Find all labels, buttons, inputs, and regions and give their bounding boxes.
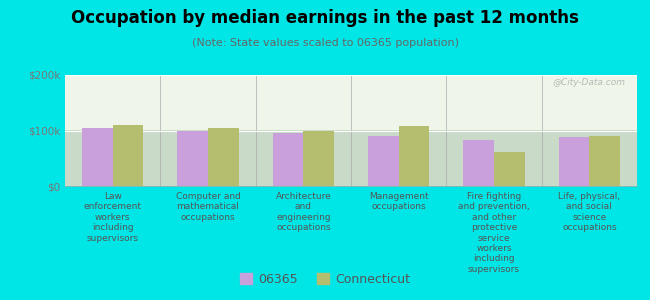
Text: Occupation by median earnings in the past 12 months: Occupation by median earnings in the pas…: [71, 9, 579, 27]
Bar: [494, 152, 525, 186]
Bar: [590, 136, 620, 186]
Bar: [112, 125, 143, 186]
Bar: [559, 137, 590, 186]
Bar: [463, 140, 494, 186]
Text: Computer and
mathematical
occupations: Computer and mathematical occupations: [176, 192, 240, 222]
Bar: [304, 130, 334, 186]
Text: Architecture
and
engineering
occupations: Architecture and engineering occupations: [276, 192, 332, 232]
Bar: [368, 136, 398, 186]
Legend: 06365, Connecticut: 06365, Connecticut: [235, 268, 415, 291]
Bar: [208, 128, 239, 186]
Text: Life, physical,
and social
science
occupations: Life, physical, and social science occup…: [558, 192, 620, 232]
Bar: [82, 128, 112, 186]
Bar: [177, 130, 208, 186]
Bar: [273, 133, 304, 186]
Text: @City-Data.com: @City-Data.com: [552, 78, 625, 87]
Text: Management
occupations: Management occupations: [369, 192, 428, 212]
Text: Fire fighting
and prevention,
and other
protective
service
workers
including
sup: Fire fighting and prevention, and other …: [458, 192, 530, 274]
Bar: [398, 126, 429, 186]
Text: (Note: State values scaled to 06365 population): (Note: State values scaled to 06365 popu…: [192, 38, 458, 47]
Text: Law
enforcement
workers
including
supervisors: Law enforcement workers including superv…: [84, 192, 142, 243]
